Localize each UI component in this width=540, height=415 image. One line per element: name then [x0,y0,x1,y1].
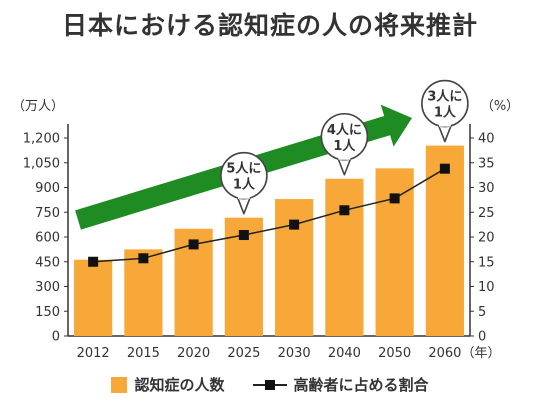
y-left-tick-label: 0 [52,330,60,345]
bar-2015 [124,249,163,336]
callout-joint [237,193,250,199]
y-right-tick-label: 0 [478,330,486,345]
y-right-tick-label: 15 [478,255,495,270]
y-left-tick-label: 300 [35,280,60,295]
x-tick-label: 2025 [227,346,260,361]
y-right-unit: （%） [481,99,519,114]
callout-text: 1人 [434,105,457,121]
bar-2040 [325,178,364,336]
x-tick-label: 2020 [177,346,210,361]
x-tick-label: 2030 [278,346,311,361]
x-tick-label: 2060 [428,346,461,361]
y-left-tick-label: 750 [35,206,60,221]
bar-2060 [425,145,464,336]
ratio-marker-2050 [389,193,400,204]
callout-joint [338,154,351,160]
ratio-marker-2020 [188,239,199,250]
legend-label-bars: 認知症の人数 [134,376,225,394]
y-right-tick-label: 10 [478,280,495,295]
y-right-tick-label: 5 [478,305,486,320]
ratio-line [93,168,446,263]
callout-text: 1人 [333,138,356,154]
legend-label-line: 高齢者に占める割合 [293,376,429,394]
callout-text: 1人 [233,177,256,193]
legend: 認知症の人数 高齢者に占める割合 [0,374,540,395]
ratio-marker-2012 [88,256,99,267]
callout-text: 4人に [327,122,362,138]
x-tick-label: 2040 [328,346,361,361]
y-left-tick-label: 600 [35,231,60,246]
legend-item-bars: 認知症の人数 [111,374,225,395]
y-left-tick-label: 450 [35,255,60,270]
legend-item-line: 高齢者に占める割合 [252,374,429,395]
callout-text: 5人に [226,161,261,177]
bar-2012 [74,259,113,336]
y-left-tick-label: 150 [35,305,60,320]
ratio-marker-2025 [238,230,249,241]
y-left-tick-label: 1,200 [23,132,60,147]
y-right-tick-label: 25 [478,206,495,221]
chart-title: 日本における認知症の人の将来推計 [61,11,478,40]
x-unit: （年） [461,346,500,361]
y-left-tick-label: 900 [35,181,60,196]
y-left-tick-label: 1,050 [23,156,60,171]
x-tick-label: 2050 [378,346,411,361]
x-tick-label: 2012 [77,346,110,361]
bar-2030 [275,199,314,336]
y-right-tick-label: 40 [478,132,495,147]
y-right-tick-label: 30 [478,181,495,196]
callout-text: 3人に [427,89,462,105]
ratio-marker-2060 [439,163,450,174]
legend-line-swatch [252,377,287,393]
y-right-tick-label: 20 [478,231,495,246]
legend-bar-swatch [111,376,128,393]
y-left-unit: （万人） [12,99,64,114]
ratio-marker-2040 [339,205,350,216]
callout-joint [438,121,451,127]
x-tick-label: 2015 [127,346,160,361]
ratio-marker-2030 [289,219,300,230]
y-right-tick-label: 35 [478,156,495,171]
ratio-marker-2015 [138,253,149,264]
